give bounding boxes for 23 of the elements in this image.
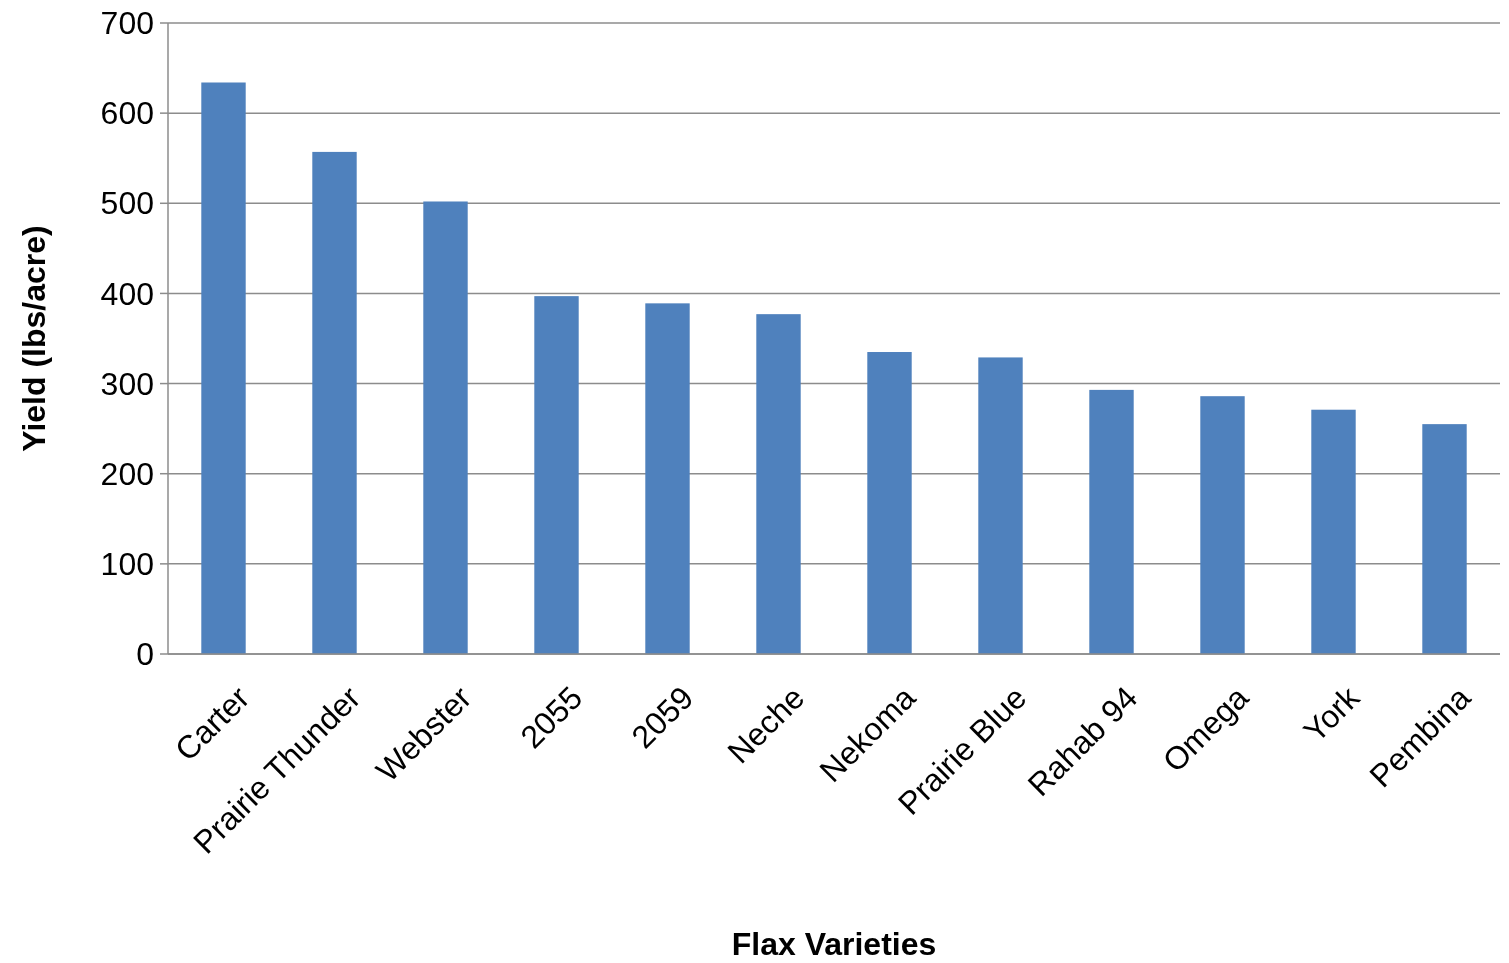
y-tick-label: 700 [100, 5, 154, 42]
bar [756, 314, 801, 654]
bar [534, 296, 579, 654]
y-tick-label: 200 [100, 455, 154, 492]
bar [423, 201, 468, 654]
bar [1089, 389, 1134, 654]
bar [978, 357, 1023, 654]
x-tick-label: York [1296, 678, 1367, 750]
y-tick-label: 600 [100, 95, 154, 132]
y-tick-label: 500 [100, 185, 154, 222]
x-axis-title: Flax Varieties [731, 926, 937, 962]
bar [867, 352, 912, 654]
y-axis-title: Yield (lbs/acre) [16, 225, 52, 452]
y-tick-label: 400 [100, 275, 154, 312]
y-tick-label: 100 [100, 546, 154, 583]
bar [312, 151, 357, 654]
bar [1311, 409, 1356, 654]
y-tick-label: 0 [136, 636, 154, 673]
bar [1200, 396, 1245, 654]
bar [645, 303, 690, 654]
bar [1422, 424, 1467, 654]
bar [201, 82, 246, 654]
y-tick-label: 300 [100, 365, 154, 402]
